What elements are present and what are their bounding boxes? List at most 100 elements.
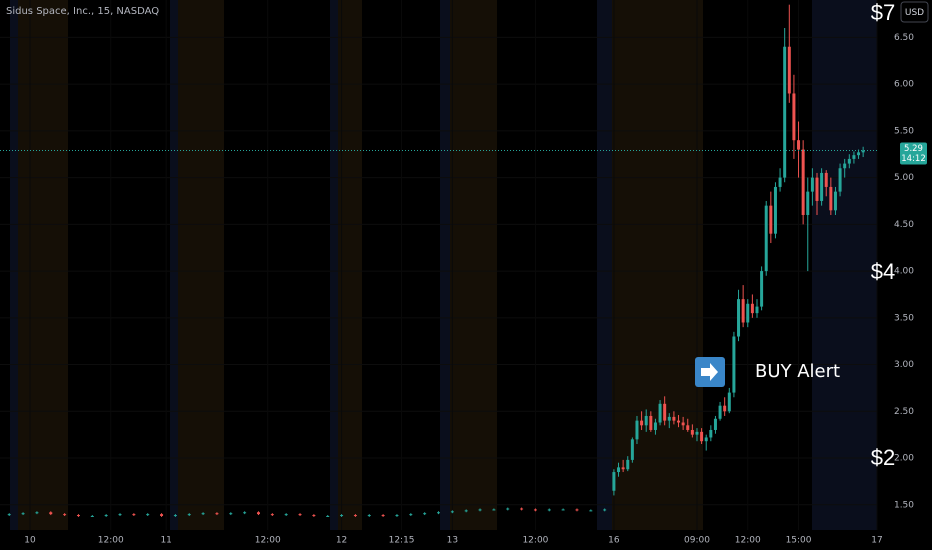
after-hours-band bbox=[10, 0, 18, 530]
candle-body bbox=[750, 303, 754, 314]
candle-body bbox=[718, 405, 722, 419]
y-tick-label: 5.00 bbox=[894, 173, 914, 183]
x-tick-label: 17 bbox=[871, 536, 882, 546]
candle-body bbox=[847, 158, 851, 164]
candle-body bbox=[284, 514, 288, 516]
candle-body bbox=[118, 514, 122, 516]
candle-body bbox=[409, 514, 413, 516]
x-tick-label: 09:00 bbox=[684, 536, 710, 546]
candle-body bbox=[764, 205, 768, 272]
candle-body bbox=[778, 177, 782, 187]
candle-body bbox=[658, 403, 662, 423]
price-annotation: $2 bbox=[871, 445, 895, 470]
candle-body bbox=[801, 149, 805, 215]
candle-body bbox=[326, 515, 330, 517]
currency-button[interactable] bbox=[900, 1, 929, 23]
candle-body bbox=[132, 514, 136, 516]
x-tick-label: 13 bbox=[447, 536, 458, 546]
candle-body bbox=[833, 191, 837, 211]
candle-body bbox=[640, 420, 644, 426]
y-tick-label: 4.00 bbox=[894, 267, 914, 277]
premarket-band bbox=[450, 0, 497, 530]
candle-body bbox=[243, 512, 247, 514]
candle-body bbox=[312, 515, 316, 517]
y-tick-label: 6.50 bbox=[894, 33, 914, 43]
candle-body bbox=[806, 191, 810, 215]
after-hours-band bbox=[812, 0, 877, 530]
candle-body bbox=[852, 155, 856, 159]
candle-body bbox=[723, 405, 727, 412]
candle-body bbox=[603, 509, 607, 511]
candle-body bbox=[787, 46, 791, 94]
grid bbox=[0, 0, 878, 530]
countdown-label: 14:12 bbox=[901, 154, 926, 164]
alert-arrow bbox=[701, 363, 718, 381]
candle-body bbox=[146, 514, 150, 516]
candle-body bbox=[635, 420, 639, 440]
candle-body bbox=[829, 186, 833, 211]
candle-body bbox=[617, 467, 621, 473]
candle-body bbox=[820, 172, 824, 201]
candle-body bbox=[663, 403, 667, 421]
candle-body bbox=[7, 514, 11, 516]
candle-body bbox=[35, 512, 39, 514]
candle-body bbox=[824, 172, 828, 187]
y-tick-label: 5.50 bbox=[894, 126, 914, 136]
candle-body bbox=[695, 431, 699, 435]
candle-body bbox=[681, 422, 685, 426]
premarket-band bbox=[612, 0, 703, 530]
candle-body bbox=[644, 415, 648, 426]
y-tick-label: 3.50 bbox=[894, 313, 914, 323]
candle-body bbox=[547, 509, 551, 511]
candle-body bbox=[677, 420, 681, 423]
candle-body bbox=[713, 418, 717, 430]
current-price-tag bbox=[900, 142, 927, 165]
candle-body bbox=[353, 515, 357, 517]
candle-body bbox=[741, 299, 745, 323]
candle-body bbox=[857, 152, 861, 156]
candle-body bbox=[187, 514, 191, 516]
x-tick-label: 12:15 bbox=[389, 536, 415, 546]
candle-body bbox=[229, 513, 233, 515]
candle-body bbox=[270, 514, 274, 516]
candle-body bbox=[626, 459, 630, 470]
candle-body bbox=[589, 510, 593, 512]
candle-body bbox=[173, 515, 177, 517]
candle-body bbox=[575, 509, 579, 511]
candle-body bbox=[21, 513, 25, 515]
price-annotation: $4 bbox=[871, 259, 895, 284]
candle-body bbox=[298, 514, 302, 516]
candle-body bbox=[815, 177, 819, 201]
candle-body bbox=[792, 93, 796, 141]
candle-body bbox=[727, 392, 731, 412]
candle-body bbox=[621, 467, 625, 470]
candle-body bbox=[630, 439, 634, 460]
candle-body bbox=[561, 509, 565, 511]
candle-body bbox=[755, 306, 759, 314]
candle-body bbox=[737, 299, 741, 337]
candle-body bbox=[686, 425, 690, 430]
candle-body bbox=[861, 150, 865, 153]
candle-body bbox=[76, 515, 80, 517]
buy-alert: BUY Alert bbox=[695, 357, 840, 387]
after-hours-band bbox=[330, 0, 338, 530]
candle-body bbox=[732, 336, 736, 393]
candle-body bbox=[667, 416, 671, 421]
y-tick-label: 2.50 bbox=[894, 407, 914, 417]
candle-body bbox=[49, 512, 53, 515]
price-annotation: $7 bbox=[871, 0, 895, 25]
candle-body bbox=[367, 515, 371, 517]
candle-body bbox=[464, 510, 468, 512]
candle-body bbox=[533, 509, 537, 511]
candle-body bbox=[381, 515, 385, 517]
candle-body bbox=[769, 205, 773, 234]
y-tick-label: 1.50 bbox=[894, 500, 914, 510]
x-tick-label: 12:00 bbox=[98, 536, 124, 546]
after-hours-band bbox=[597, 0, 612, 530]
candle-body bbox=[520, 508, 524, 510]
candle-body bbox=[506, 508, 510, 510]
candle-body bbox=[63, 514, 67, 516]
candle-body bbox=[704, 437, 708, 442]
